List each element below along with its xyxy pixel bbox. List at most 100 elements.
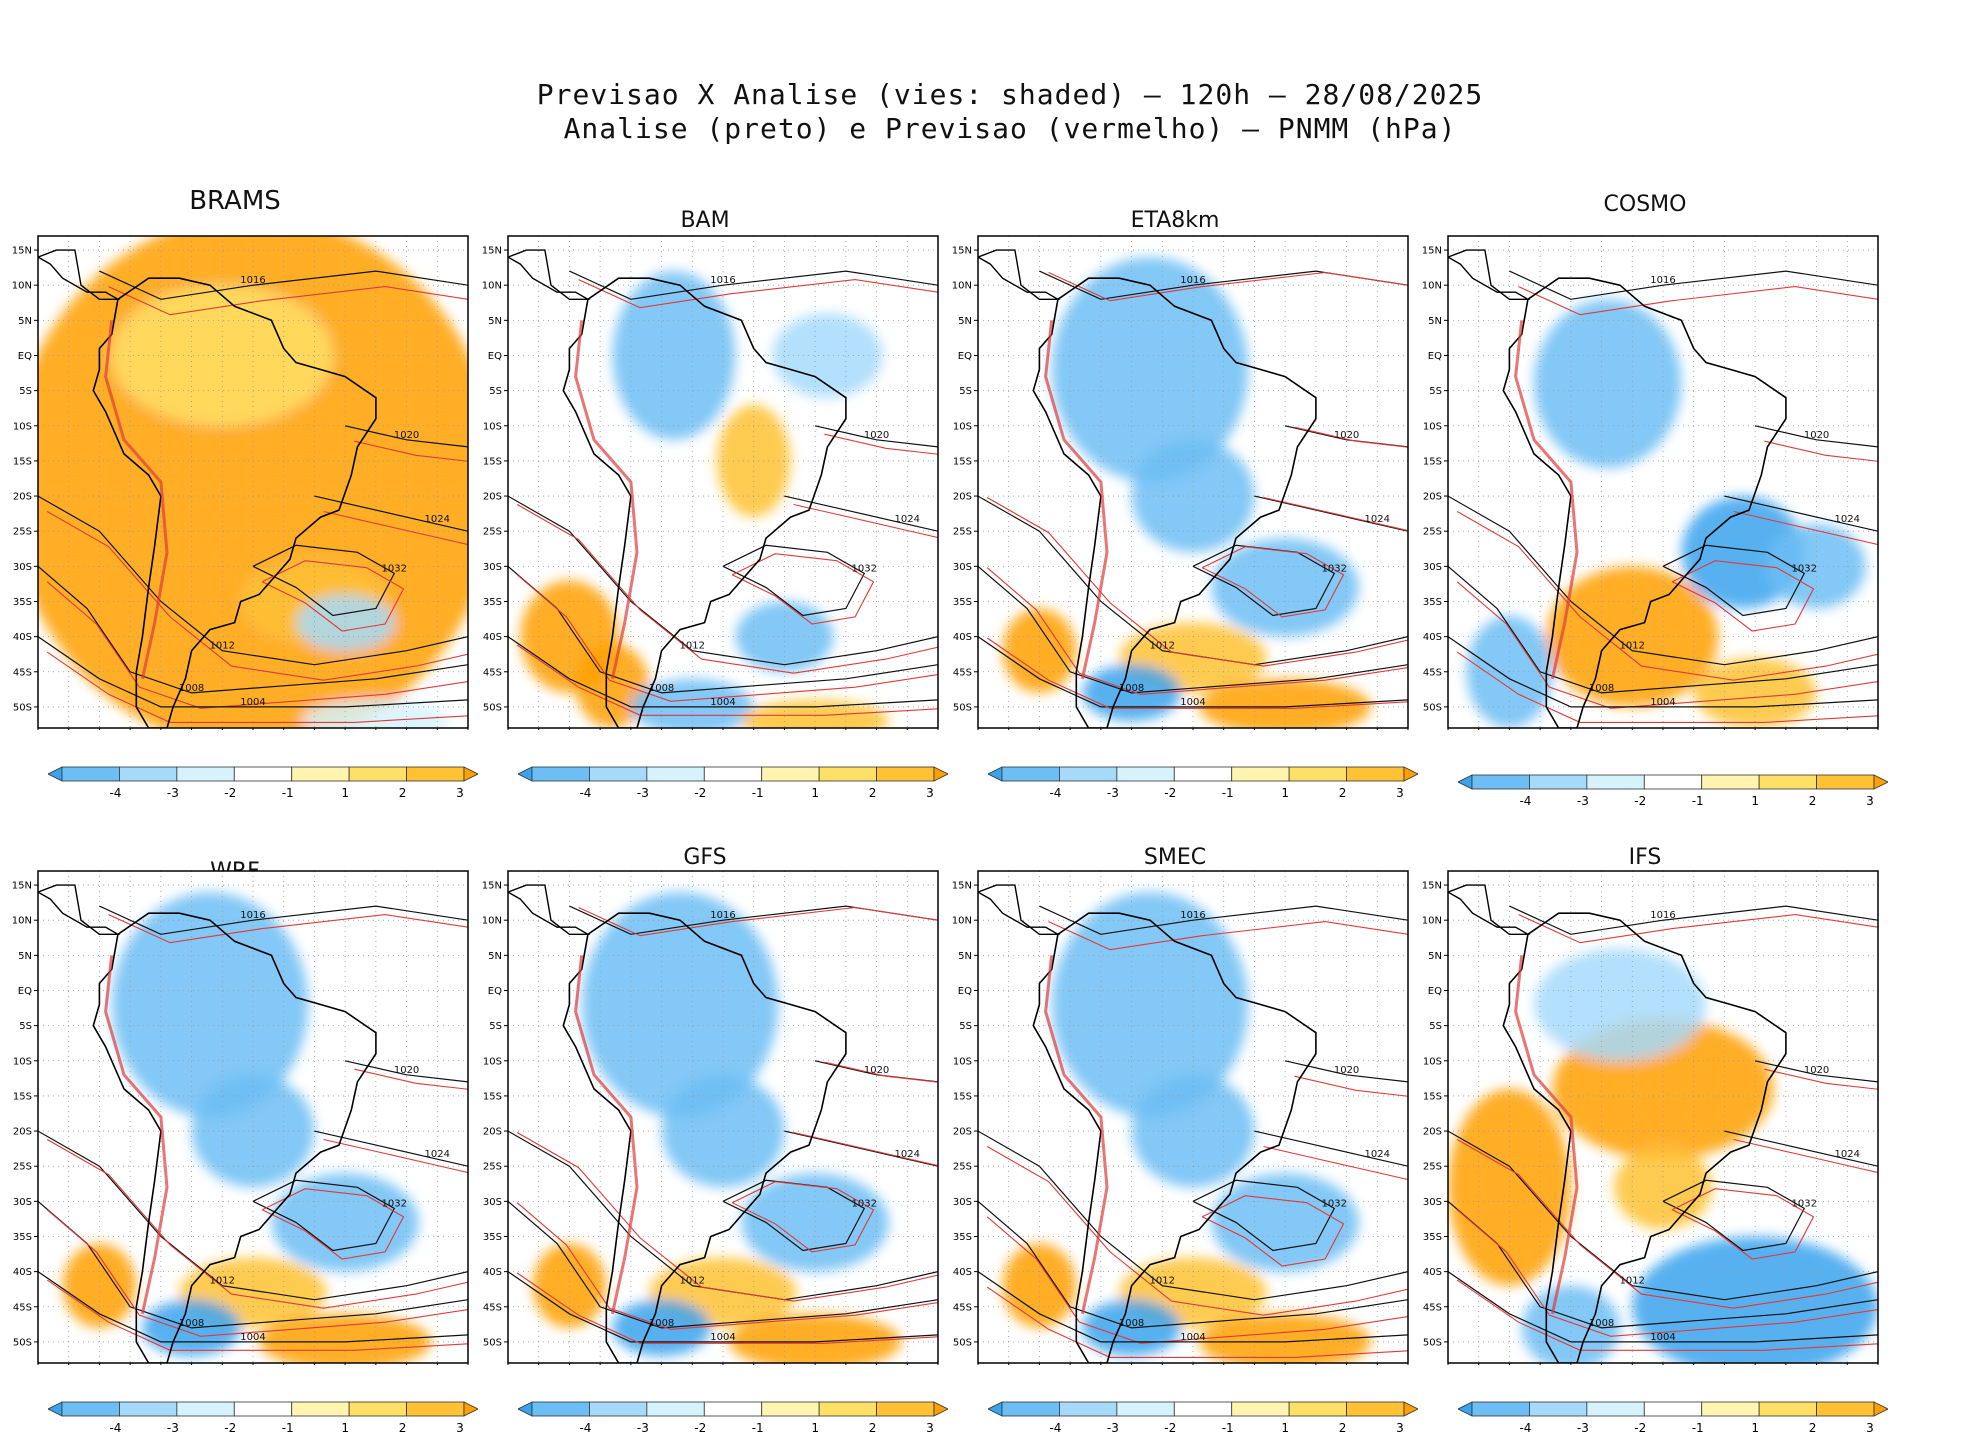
isobar-label: 1024 xyxy=(425,1149,450,1160)
isobar-forecast xyxy=(1201,546,1345,618)
isobar-analysis xyxy=(508,1271,938,1343)
isobar-forecast xyxy=(986,637,1408,709)
lat-label: 5N xyxy=(488,316,502,327)
lat-label: 40S xyxy=(13,632,32,643)
panel-brams: BRAMS 1012 1008 1004 1032 1024 1020 1016 15N 10N 5… xyxy=(0,186,478,800)
isobar-forecast xyxy=(323,1138,468,1174)
colorbar-tick-label: 3 xyxy=(1866,794,1874,808)
colorbar-tick-label: -4 xyxy=(579,1421,591,1435)
colorbar: -4-3-2-11234 xyxy=(1458,774,1888,808)
coastline-south-america xyxy=(562,912,847,1363)
colorbar-segment xyxy=(1403,766,1418,782)
lat-label: 35S xyxy=(483,597,502,608)
colorbar-tick-label: 1 xyxy=(811,786,819,800)
bias-area xyxy=(1534,948,1706,1061)
colorbar: -4-3-2-11234 xyxy=(1458,1401,1888,1435)
colorbar-segment xyxy=(589,766,648,782)
colorbar-tick-label: -1 xyxy=(752,786,764,800)
lat-label: 50S xyxy=(1423,702,1442,713)
isobar-label: 1012 xyxy=(210,641,235,652)
colorbar-tick-label: -4 xyxy=(1519,1421,1531,1435)
lat-label: 15N xyxy=(12,246,32,257)
isobar-analysis xyxy=(1724,495,1878,532)
colorbar-tick-label: -2 xyxy=(1164,786,1176,800)
lat-label: 5N xyxy=(488,951,502,962)
isobar-label: 1004 xyxy=(1180,697,1205,708)
colorbar-segment xyxy=(1701,1401,1760,1417)
colorbar-segment xyxy=(703,1401,763,1417)
isobar-analysis xyxy=(1662,544,1806,617)
lat-label: 15N xyxy=(952,881,972,892)
isobar-analysis xyxy=(1448,636,1878,708)
colorbar-segment xyxy=(119,1401,178,1417)
colorbar-tick-label: 1 xyxy=(341,786,349,800)
colorbar-tick-label: 1 xyxy=(1281,1421,1289,1435)
isobar-forecast xyxy=(323,510,468,546)
isobar-analysis xyxy=(784,1130,938,1167)
colorbar-segment xyxy=(1529,1401,1588,1417)
lat-label: 10N xyxy=(12,916,32,927)
coastline-south-america xyxy=(92,277,377,728)
lat-label: EQ xyxy=(958,986,972,997)
isobar-forecast xyxy=(986,567,1408,695)
lat-label: 40S xyxy=(953,1267,972,1278)
bias-area xyxy=(1199,1313,1372,1363)
lat-label: 10N xyxy=(952,281,972,292)
lat-label: 15S xyxy=(1423,456,1442,467)
lat-label: 40S xyxy=(13,1267,32,1278)
bias-area xyxy=(1693,657,1817,728)
isobar-analysis xyxy=(1724,1130,1878,1167)
isobar-label: 1012 xyxy=(680,1276,705,1287)
isobar-label: 1008 xyxy=(179,1318,204,1329)
colorbar-segment xyxy=(1288,1401,1347,1417)
bias-area xyxy=(1002,1243,1077,1328)
colorbar: -4-3-2-11234 xyxy=(48,1401,478,1435)
lat-label: EQ xyxy=(958,351,972,362)
isobar-label: 1032 xyxy=(382,1198,407,1209)
isobar-forecast xyxy=(1671,1188,1815,1260)
lat-label: 5S xyxy=(959,1021,972,1032)
colorbar-tick-label: 1 xyxy=(1751,794,1759,808)
isobar-analysis xyxy=(1284,1060,1408,1083)
colorbar-segment xyxy=(1173,1401,1233,1417)
isobar-analysis xyxy=(38,495,468,666)
colorbar-segment xyxy=(818,766,877,782)
lat-label: 15S xyxy=(953,456,972,467)
isobar-label: 1020 xyxy=(864,1065,889,1076)
colorbar-tick-label: -2 xyxy=(1164,1421,1176,1435)
lat-label: 10S xyxy=(953,421,972,432)
colorbar-tick-label: 3 xyxy=(926,1421,934,1435)
isobar-analysis xyxy=(1448,1271,1878,1343)
coastline-south-america xyxy=(562,277,847,728)
colorbar-tick-label: 1 xyxy=(1751,1421,1759,1435)
colorbar-tick-label: -1 xyxy=(282,1421,294,1435)
colorbar-tick-label: -4 xyxy=(579,786,591,800)
isobar-analysis xyxy=(1662,1179,1806,1252)
lat-label: 15N xyxy=(482,246,502,257)
colorbar-tick-label: -4 xyxy=(1519,794,1531,808)
colorbar-segment xyxy=(646,1401,705,1417)
lat-label: 5N xyxy=(1428,951,1442,962)
lat-label: 20S xyxy=(13,1127,32,1138)
isobar-forecast xyxy=(1263,496,1408,532)
colorbar-segment xyxy=(1116,1401,1175,1417)
colorbar-segment xyxy=(531,1401,590,1417)
isobar-label: 1016 xyxy=(1650,275,1675,286)
isobar-label: 1012 xyxy=(680,641,705,652)
bias-area xyxy=(1199,678,1372,728)
isobar-analysis xyxy=(1448,1130,1878,1301)
isobar-analysis xyxy=(99,905,468,935)
colorbar-segment xyxy=(463,1401,478,1417)
colorbar-tick-label: -1 xyxy=(282,786,294,800)
lat-label: 40S xyxy=(483,632,502,643)
colorbar-segment xyxy=(876,1401,935,1417)
bias-area xyxy=(111,892,309,1117)
colorbar: -4-3-2-11234 xyxy=(48,766,478,800)
colorbar-segment xyxy=(1458,774,1473,790)
isobar-analysis xyxy=(1254,1130,1408,1167)
isobar-analysis xyxy=(978,495,1408,666)
lat-label: 10N xyxy=(1422,281,1442,292)
colorbar-segment xyxy=(1529,774,1588,790)
coastline-south-america xyxy=(1032,277,1317,728)
isobar-label: 1012 xyxy=(1620,641,1645,652)
